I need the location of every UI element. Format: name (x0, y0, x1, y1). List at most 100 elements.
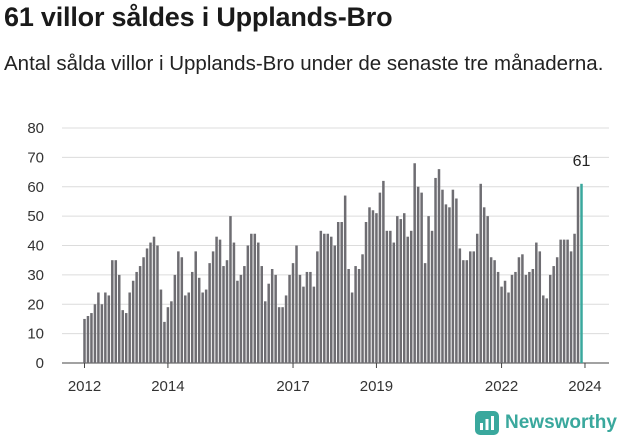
bar (177, 251, 180, 364)
bar (225, 260, 229, 363)
brand-name: Newsworthy (505, 412, 617, 433)
bar (458, 248, 462, 363)
bar (573, 233, 576, 363)
bar (86, 316, 90, 363)
x-tick-label: 2024 (568, 378, 601, 395)
bar (281, 307, 284, 363)
bar (291, 263, 295, 364)
bar (159, 289, 163, 363)
bar (97, 292, 100, 363)
bar (236, 280, 239, 363)
bar (357, 269, 361, 363)
bar (257, 242, 260, 363)
bar (149, 242, 152, 363)
bar (277, 307, 281, 363)
bar (382, 180, 385, 364)
bar (396, 216, 399, 364)
bar (535, 242, 538, 363)
annotations: 61 (573, 153, 591, 170)
bar (142, 257, 145, 363)
bar (427, 216, 430, 364)
bar (163, 321, 166, 364)
x-tick-label: 2014 (151, 378, 184, 395)
bar (246, 245, 250, 363)
bar (118, 274, 121, 364)
x-tick-label: 2017 (276, 378, 309, 395)
newsworthy-logo: Newsworthy (475, 409, 617, 437)
bar (218, 239, 222, 364)
bar (378, 192, 382, 364)
bar (538, 251, 542, 364)
bar (333, 245, 336, 363)
bar (197, 277, 201, 363)
bar (260, 266, 263, 363)
data-label: 61 (573, 153, 591, 170)
bar (152, 236, 156, 363)
bar (423, 263, 427, 364)
y-tick-label: 50 (27, 208, 44, 225)
bar (201, 292, 204, 363)
bar (156, 245, 159, 363)
x-axis-tick-labels: 2012 2014 2017 2019 2022 2024 (68, 363, 602, 395)
bar (288, 274, 291, 364)
bar (406, 236, 409, 363)
bar (263, 301, 267, 363)
bar (267, 283, 270, 363)
bar (462, 260, 465, 363)
bar (364, 222, 368, 363)
bar (562, 239, 566, 364)
bar (284, 295, 288, 363)
bar (465, 260, 469, 363)
bar (555, 257, 559, 363)
bar (548, 274, 552, 364)
bar (354, 266, 357, 363)
bar (493, 260, 496, 363)
bar (253, 233, 257, 363)
bar (295, 245, 298, 363)
bar (90, 313, 93, 363)
bar (309, 271, 312, 363)
bar (448, 207, 451, 363)
bar (434, 177, 437, 363)
bar (170, 301, 173, 363)
bar (343, 195, 347, 363)
x-tick-label: 2012 (68, 378, 101, 395)
bar (215, 236, 218, 363)
y-tick-label: 0 (36, 355, 44, 372)
bar (330, 236, 333, 363)
y-tick-label: 40 (27, 238, 44, 255)
bar (173, 274, 177, 364)
bar (507, 292, 510, 363)
bar (437, 169, 441, 364)
bar (211, 251, 215, 364)
bar (208, 263, 211, 364)
bar (350, 292, 354, 363)
bar (399, 219, 403, 363)
bar (100, 304, 104, 363)
bar (298, 274, 302, 364)
bar (121, 310, 124, 364)
bar (580, 183, 583, 363)
bar (416, 186, 420, 363)
bar (128, 292, 131, 363)
bar (469, 251, 472, 364)
y-tick-label: 60 (27, 179, 44, 196)
bar (542, 295, 545, 363)
bar (316, 251, 319, 364)
y-tick-label: 10 (27, 326, 44, 343)
bar (486, 216, 489, 364)
bar (114, 260, 118, 363)
bar (472, 251, 476, 364)
bar (528, 271, 531, 363)
bar (552, 266, 555, 363)
bar (194, 251, 197, 364)
chart-logo-icon (475, 411, 499, 435)
bar (111, 260, 114, 363)
bar (576, 186, 580, 363)
bar (239, 274, 243, 364)
bar (389, 230, 392, 363)
bar (482, 207, 486, 363)
bar (166, 307, 170, 363)
bar (83, 318, 86, 363)
